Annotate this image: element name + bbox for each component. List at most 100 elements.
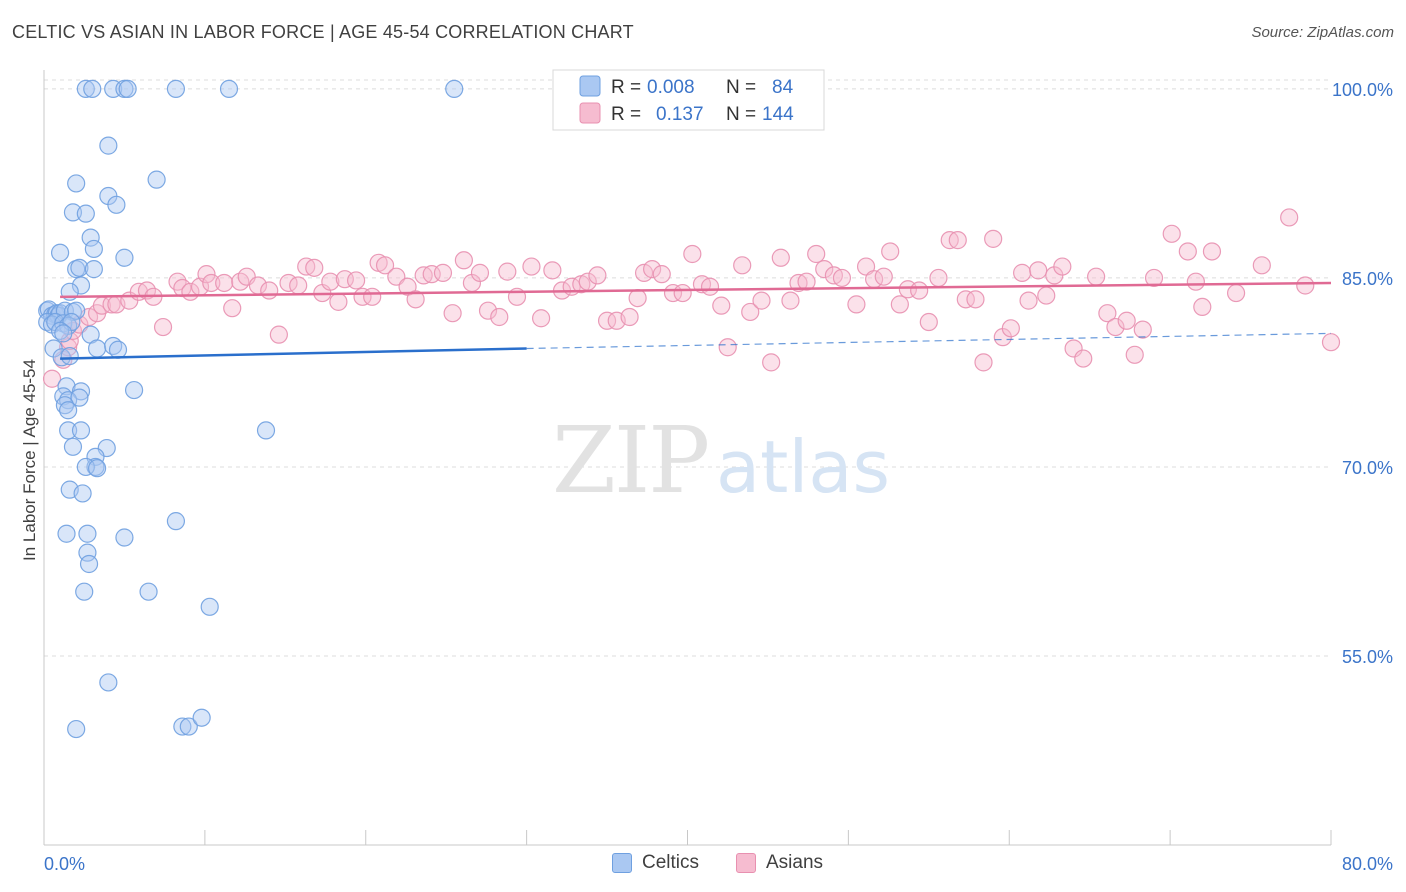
legend-swatch-asians [579,102,601,124]
legend-label-asians: Asians [766,852,824,873]
data-point-celtics [108,340,128,359]
data-point-celtics [70,388,89,407]
data-point-asians [956,290,975,309]
data-point-asians [874,267,893,286]
data-point-celtics [67,301,86,320]
data-point-asians [1133,320,1152,339]
data-point-celtics [179,717,198,736]
watermark-zip: ZIP [552,407,708,514]
data-point-asians [1001,319,1020,338]
data-point-asians [741,302,760,322]
data-point-asians [532,309,551,328]
data-point-celtics [87,459,107,478]
data-point-asians [478,301,498,320]
data-point-celtics [75,582,94,601]
data-point-asians [1186,272,1205,291]
data-point-celtics [63,437,83,456]
source-label: Source: ZipAtlas.com [1251,24,1394,41]
data-point-celtics [67,719,86,739]
data-point-asians [289,276,308,295]
data-point-asians [260,281,279,300]
data-point-asians [588,266,607,285]
data-point-asians [712,296,731,315]
y-tick-label: 85.0% [1342,269,1393,289]
data-point-asians [215,273,234,293]
data-point-asians [797,272,816,291]
trend-line-celtics [60,347,527,360]
data-point-celtics [73,484,92,503]
data-point-asians [1029,261,1048,280]
data-point-celtics [57,524,76,543]
data-point-celtics [76,204,95,223]
data-point-asians [42,369,62,388]
data-point-asians [700,277,720,296]
legend-n-label-asians: N = [726,104,756,125]
data-point-asians [673,283,692,303]
data-point-asians [406,290,425,309]
data-point-asians [683,244,702,264]
data-point-celtics [57,377,76,396]
bottom-legend: Celtics Asians [0,852,1406,878]
data-point-asians [984,229,1003,248]
legend-item-celtics: Celtics [612,852,699,874]
data-point-asians [329,292,348,311]
data-point-celtics [84,260,103,279]
data-point-asians [620,307,639,327]
data-point-celtics [147,170,166,189]
data-point-asians [470,263,490,282]
legend-box: R = 0.008 N = 84 R = 0.137 N = 144 [552,69,825,131]
data-point-asians [929,268,948,288]
data-point-celtics [50,321,70,340]
data-point-asians [305,258,324,277]
legend-r-label-celtics: R = [611,77,641,98]
legend-n-label-celtics: N = [726,77,756,98]
data-point-asians [597,311,617,330]
data-point-asians [1144,268,1164,288]
data-point-celtics [445,79,464,99]
data-point-asians [628,288,647,308]
data-point-asians [1178,242,1197,261]
data-point-asians [966,290,985,309]
data-point-celtics [55,396,75,415]
data-point-asians [490,307,509,327]
data-point-asians [1125,345,1144,364]
data-point-asians [443,304,462,323]
series-asians [42,208,1341,388]
x-tick-label: 0.0% [44,854,85,874]
data-point-asians [663,283,683,303]
tick-label-layer: 55.0% 70.0% 85.0% 100.0% 0.0% 80.0% [44,80,1393,874]
data-point-celtics [166,512,186,531]
data-point-asians [1321,333,1341,352]
data-point-asians [1226,283,1246,303]
data-point-asians [1296,276,1315,295]
data-point-celtics [63,203,83,222]
data-point-celtics [83,79,102,99]
data-point-asians [1098,304,1117,323]
legend-n-value-celtics: 84 [772,77,794,98]
data-point-asians [387,267,406,286]
x-tick-label: 80.0% [1342,854,1393,874]
chart-title: CELTIC VS ASIAN IN LABOR FORCE | AGE 45-… [12,22,634,42]
data-point-celtics [115,528,134,547]
data-point-asians [321,272,340,291]
data-point-celtics [200,597,219,616]
data-point-celtics [59,401,78,420]
data-point-asians [1037,286,1056,305]
watermark-atlas: atlas [716,425,890,509]
data-point-celtics [124,380,144,400]
y-tick-label: 100.0% [1332,80,1393,100]
legend-r-label-asians: R = [611,104,641,125]
data-point-asians [202,273,221,293]
axis-layer [43,70,1331,846]
data-point-asians [522,257,541,276]
data-point-asians [1202,242,1222,261]
data-point-celtics [54,324,73,343]
data-point-celtics [166,79,186,99]
legend-r-value-asians: 0.137 [656,104,704,125]
data-point-asians [781,291,800,310]
series-celtics [38,79,464,739]
data-point-celtics [173,717,192,736]
data-point-asians [454,251,473,270]
data-point-celtics [59,391,78,410]
